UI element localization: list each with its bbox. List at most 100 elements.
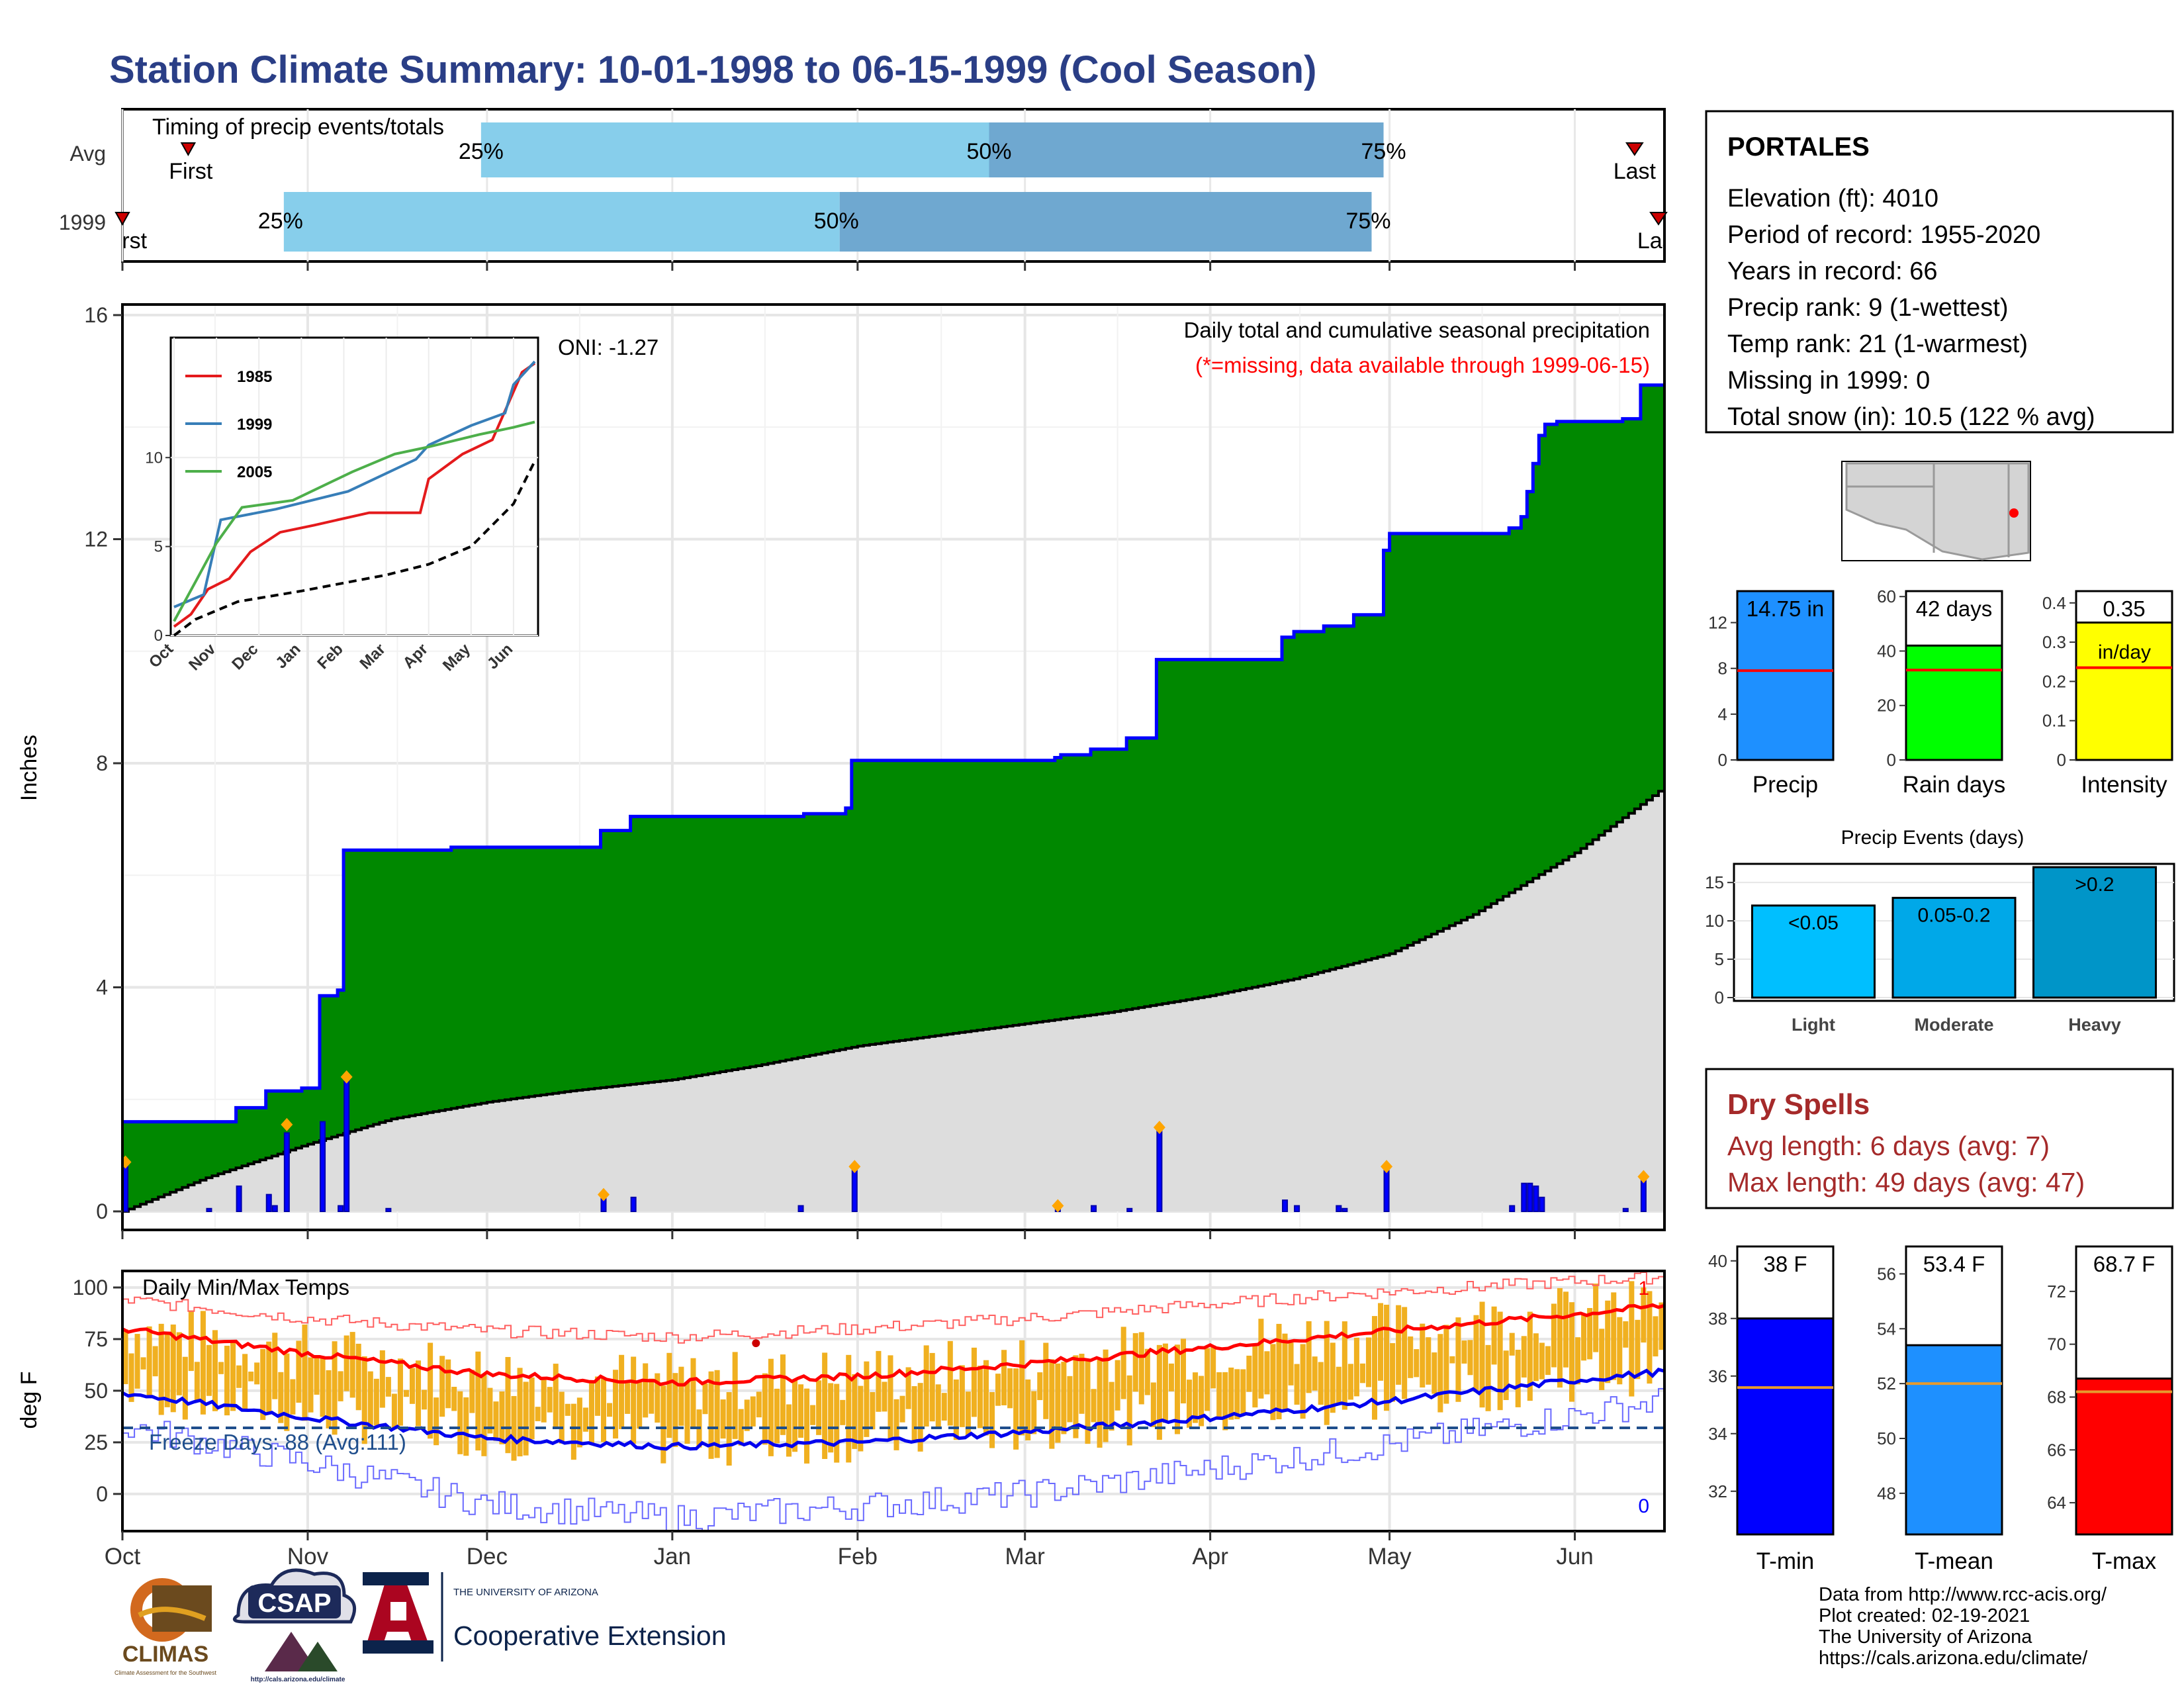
daily-temp-bar: [1109, 1382, 1115, 1431]
daily-temp-bar: [882, 1382, 887, 1412]
daily-temp-bar: [625, 1383, 631, 1414]
daily-temp-bar: [887, 1355, 893, 1440]
daily-temp-bar: [451, 1386, 457, 1411]
daily-temp-bar: [1443, 1325, 1449, 1404]
daily-temp-bar: [941, 1393, 947, 1421]
stat-y-tick: 48: [1877, 1483, 1896, 1503]
daily-precip-bar: [1533, 1185, 1539, 1212]
daily-temp-bar: [810, 1405, 816, 1425]
stat-y-tick: 36: [1708, 1366, 1727, 1386]
daily-temp-bar: [684, 1382, 690, 1444]
daily-temp-bar: [870, 1392, 876, 1430]
stat-y-tick: 54: [1877, 1319, 1896, 1338]
daily-temp-bar: [338, 1371, 343, 1401]
inset-series-line: [173, 460, 536, 637]
stat-y-tick: 0: [1887, 750, 1896, 770]
daily-temp-bar: [1240, 1369, 1246, 1415]
daily-temp-bar: [397, 1358, 403, 1426]
precip-y-tick: 16: [84, 303, 108, 327]
daily-temp-bar: [1342, 1321, 1347, 1410]
stat-category-label: T-max: [2092, 1548, 2157, 1574]
stat-category-label: T-min: [1756, 1548, 1815, 1574]
daily-precip-bar: [630, 1196, 637, 1212]
events-y-tick: 0: [1715, 988, 1724, 1008]
record-min-line: [122, 1387, 1664, 1531]
daily-temp-bar: [643, 1363, 649, 1418]
daily-temp-bar: [1270, 1344, 1276, 1421]
normal-precip-area: [122, 791, 1664, 1211]
daily-temp-bar: [541, 1380, 547, 1423]
daily-temp-bar: [594, 1376, 600, 1416]
daily-temp-bar: [1408, 1336, 1414, 1378]
timing-pct-label: 75%: [1361, 139, 1406, 164]
daily-temp-bar: [553, 1364, 559, 1429]
daily-temp-bar: [911, 1386, 917, 1442]
daily-precip-bar: [1336, 1205, 1342, 1212]
last-event-label: Last: [1614, 159, 1657, 184]
daily-temp-bar: [804, 1388, 810, 1464]
daily-temp-bar: [278, 1372, 284, 1423]
stat-bar: [2075, 621, 2173, 761]
csap-logo: CSAP http://cals.arizona.edu/climate: [232, 1568, 357, 1683]
daily-temp-bar: [1551, 1303, 1557, 1368]
daily-temp-bar: [433, 1397, 439, 1446]
csap-logo-url: http://cals.arizona.edu/climate: [251, 1676, 345, 1683]
precip-event-bar: [1751, 904, 1876, 999]
credit-data-source: Data from http://www.rcc-acis.org/: [1819, 1584, 2107, 1605]
daily-temp-bar: [1097, 1360, 1103, 1448]
stat-y-tick: 0.3: [2042, 632, 2066, 652]
daily-temp-bar: [326, 1370, 332, 1429]
daily-temp-bar: [236, 1365, 242, 1388]
daily-temp-bar: [1605, 1300, 1611, 1383]
daily-precip-bar: [1282, 1199, 1289, 1212]
daily-temp-bar: [260, 1348, 266, 1421]
daily-temp-bar: [1426, 1337, 1432, 1385]
stat-value-label: 53.4 F: [1923, 1252, 1985, 1276]
daily-temp-bar: [1569, 1302, 1575, 1402]
daily-temp-bar: [1635, 1319, 1641, 1380]
stat-category-label: Rain days: [1903, 772, 2006, 798]
daily-temp-bar: [511, 1395, 517, 1461]
daily-temp-bar: [1205, 1348, 1210, 1411]
climas-logo: CLIMAS Climate Assessment for the Southw…: [114, 1578, 217, 1676]
daily-precip-bar: [1091, 1205, 1097, 1212]
daily-temp-bar: [1234, 1369, 1240, 1419]
stat-bar: [1736, 1317, 1835, 1536]
daily-temp-bar: [708, 1371, 714, 1459]
station-precip-rank: Precip rank: 9 (1-wettest): [1727, 294, 2008, 322]
events-y-tick: 10: [1705, 911, 1724, 931]
inset-legend-label: 1985: [237, 368, 272, 386]
daily-temp-bar: [768, 1358, 774, 1456]
daily-temp-bar: [517, 1368, 523, 1457]
daily-temp-bar: [1593, 1284, 1599, 1352]
daily-temp-bar: [1294, 1364, 1300, 1405]
daily-precip-bar: [797, 1205, 804, 1212]
daily-temp-bar: [1527, 1311, 1533, 1401]
daily-temp-bar: [308, 1357, 314, 1413]
daily-temp-bar: [1378, 1303, 1384, 1381]
max-precip-marker: [1153, 1121, 1165, 1135]
dry-spells-max: Max length: 49 days (avg: 47): [1727, 1167, 2085, 1197]
max-precip-marker: [1052, 1199, 1064, 1213]
daily-temp-bar: [1629, 1281, 1635, 1397]
daily-temp-bar: [864, 1361, 870, 1437]
daily-temp-bar: [582, 1407, 588, 1432]
daily-temp-bar: [983, 1360, 989, 1436]
daily-temp-bar: [971, 1347, 977, 1417]
daily-temp-bar: [439, 1356, 445, 1417]
stat-bar: [2075, 1378, 2173, 1536]
cumulative-precip-line: [122, 383, 1664, 1124]
stat-y-tick: 40: [1877, 641, 1896, 661]
daily-temp-bar: [1617, 1317, 1623, 1385]
daily-temp-bar: [1282, 1333, 1288, 1409]
stat-y-tick: 50: [1877, 1429, 1896, 1448]
daily-temp-bar: [409, 1368, 416, 1404]
avg-max-line: [122, 1303, 1664, 1387]
daily-temp-bar: [672, 1373, 678, 1447]
stat-panel-t-mean: 53.4 F 48 50 52 54 56 T-mean: [1877, 1245, 2003, 1574]
month-axis-label: Mar: [1005, 1544, 1046, 1570]
daily-temp-bar: [1324, 1321, 1330, 1425]
daily-temp-bar: [1396, 1305, 1402, 1385]
daily-temp-bar: [1156, 1344, 1162, 1440]
credit-university: The University of Arizona: [1819, 1626, 2032, 1648]
